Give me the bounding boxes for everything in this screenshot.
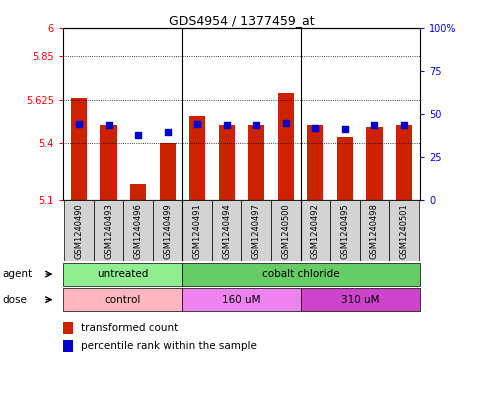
Bar: [183, 200, 212, 261]
Text: GSM1240491: GSM1240491: [193, 203, 202, 259]
Text: dose: dose: [2, 295, 28, 305]
Text: 310 uM: 310 uM: [341, 295, 380, 305]
Bar: [242, 200, 271, 261]
Text: GSM1240501: GSM1240501: [399, 203, 409, 259]
FancyBboxPatch shape: [182, 288, 301, 311]
Bar: [159, 143, 176, 200]
Point: [134, 132, 142, 138]
Bar: [94, 200, 123, 261]
Text: GSM1240495: GSM1240495: [341, 203, 349, 259]
Bar: [63, 322, 73, 334]
Bar: [123, 200, 153, 261]
FancyBboxPatch shape: [63, 263, 182, 286]
Text: GSM1240496: GSM1240496: [134, 203, 142, 259]
Text: GSM1240493: GSM1240493: [104, 203, 113, 259]
Text: GSM1240499: GSM1240499: [163, 203, 172, 259]
Text: cobalt chloride: cobalt chloride: [262, 269, 340, 279]
Bar: [271, 200, 300, 261]
Point: [370, 122, 378, 129]
Text: 160 uM: 160 uM: [222, 295, 261, 305]
Text: GSM1240498: GSM1240498: [370, 203, 379, 259]
Bar: [360, 200, 389, 261]
Bar: [189, 116, 205, 200]
FancyBboxPatch shape: [301, 288, 420, 311]
Bar: [64, 200, 94, 261]
Text: GSM1240497: GSM1240497: [252, 203, 261, 259]
Bar: [278, 93, 294, 200]
Bar: [330, 200, 360, 261]
Bar: [248, 125, 264, 200]
Bar: [396, 125, 412, 200]
Text: GSM1240492: GSM1240492: [311, 203, 320, 259]
Point: [400, 122, 408, 129]
Text: percentile rank within the sample: percentile rank within the sample: [81, 341, 256, 351]
Text: agent: agent: [2, 269, 32, 279]
Text: GDS4954 / 1377459_at: GDS4954 / 1377459_at: [169, 14, 314, 27]
Bar: [337, 137, 353, 200]
Text: GSM1240494: GSM1240494: [222, 203, 231, 259]
Point: [164, 129, 171, 135]
Text: control: control: [104, 295, 141, 305]
Bar: [366, 127, 383, 200]
FancyBboxPatch shape: [182, 263, 420, 286]
Bar: [130, 184, 146, 200]
Bar: [389, 200, 419, 261]
Point: [223, 122, 230, 129]
Point: [193, 120, 201, 127]
Bar: [63, 340, 73, 352]
Bar: [307, 125, 324, 200]
Point: [105, 122, 113, 129]
Point: [312, 125, 319, 132]
FancyBboxPatch shape: [63, 288, 182, 311]
Point: [282, 119, 290, 126]
Point: [341, 126, 349, 132]
Text: untreated: untreated: [97, 269, 148, 279]
Bar: [212, 200, 242, 261]
Bar: [153, 200, 183, 261]
Bar: [71, 97, 87, 200]
Bar: [300, 200, 330, 261]
Point: [75, 120, 83, 127]
Point: [253, 122, 260, 129]
Text: GSM1240490: GSM1240490: [74, 203, 84, 259]
Text: transformed count: transformed count: [81, 323, 178, 333]
Bar: [100, 125, 117, 200]
Bar: [219, 125, 235, 200]
Text: GSM1240500: GSM1240500: [281, 203, 290, 259]
